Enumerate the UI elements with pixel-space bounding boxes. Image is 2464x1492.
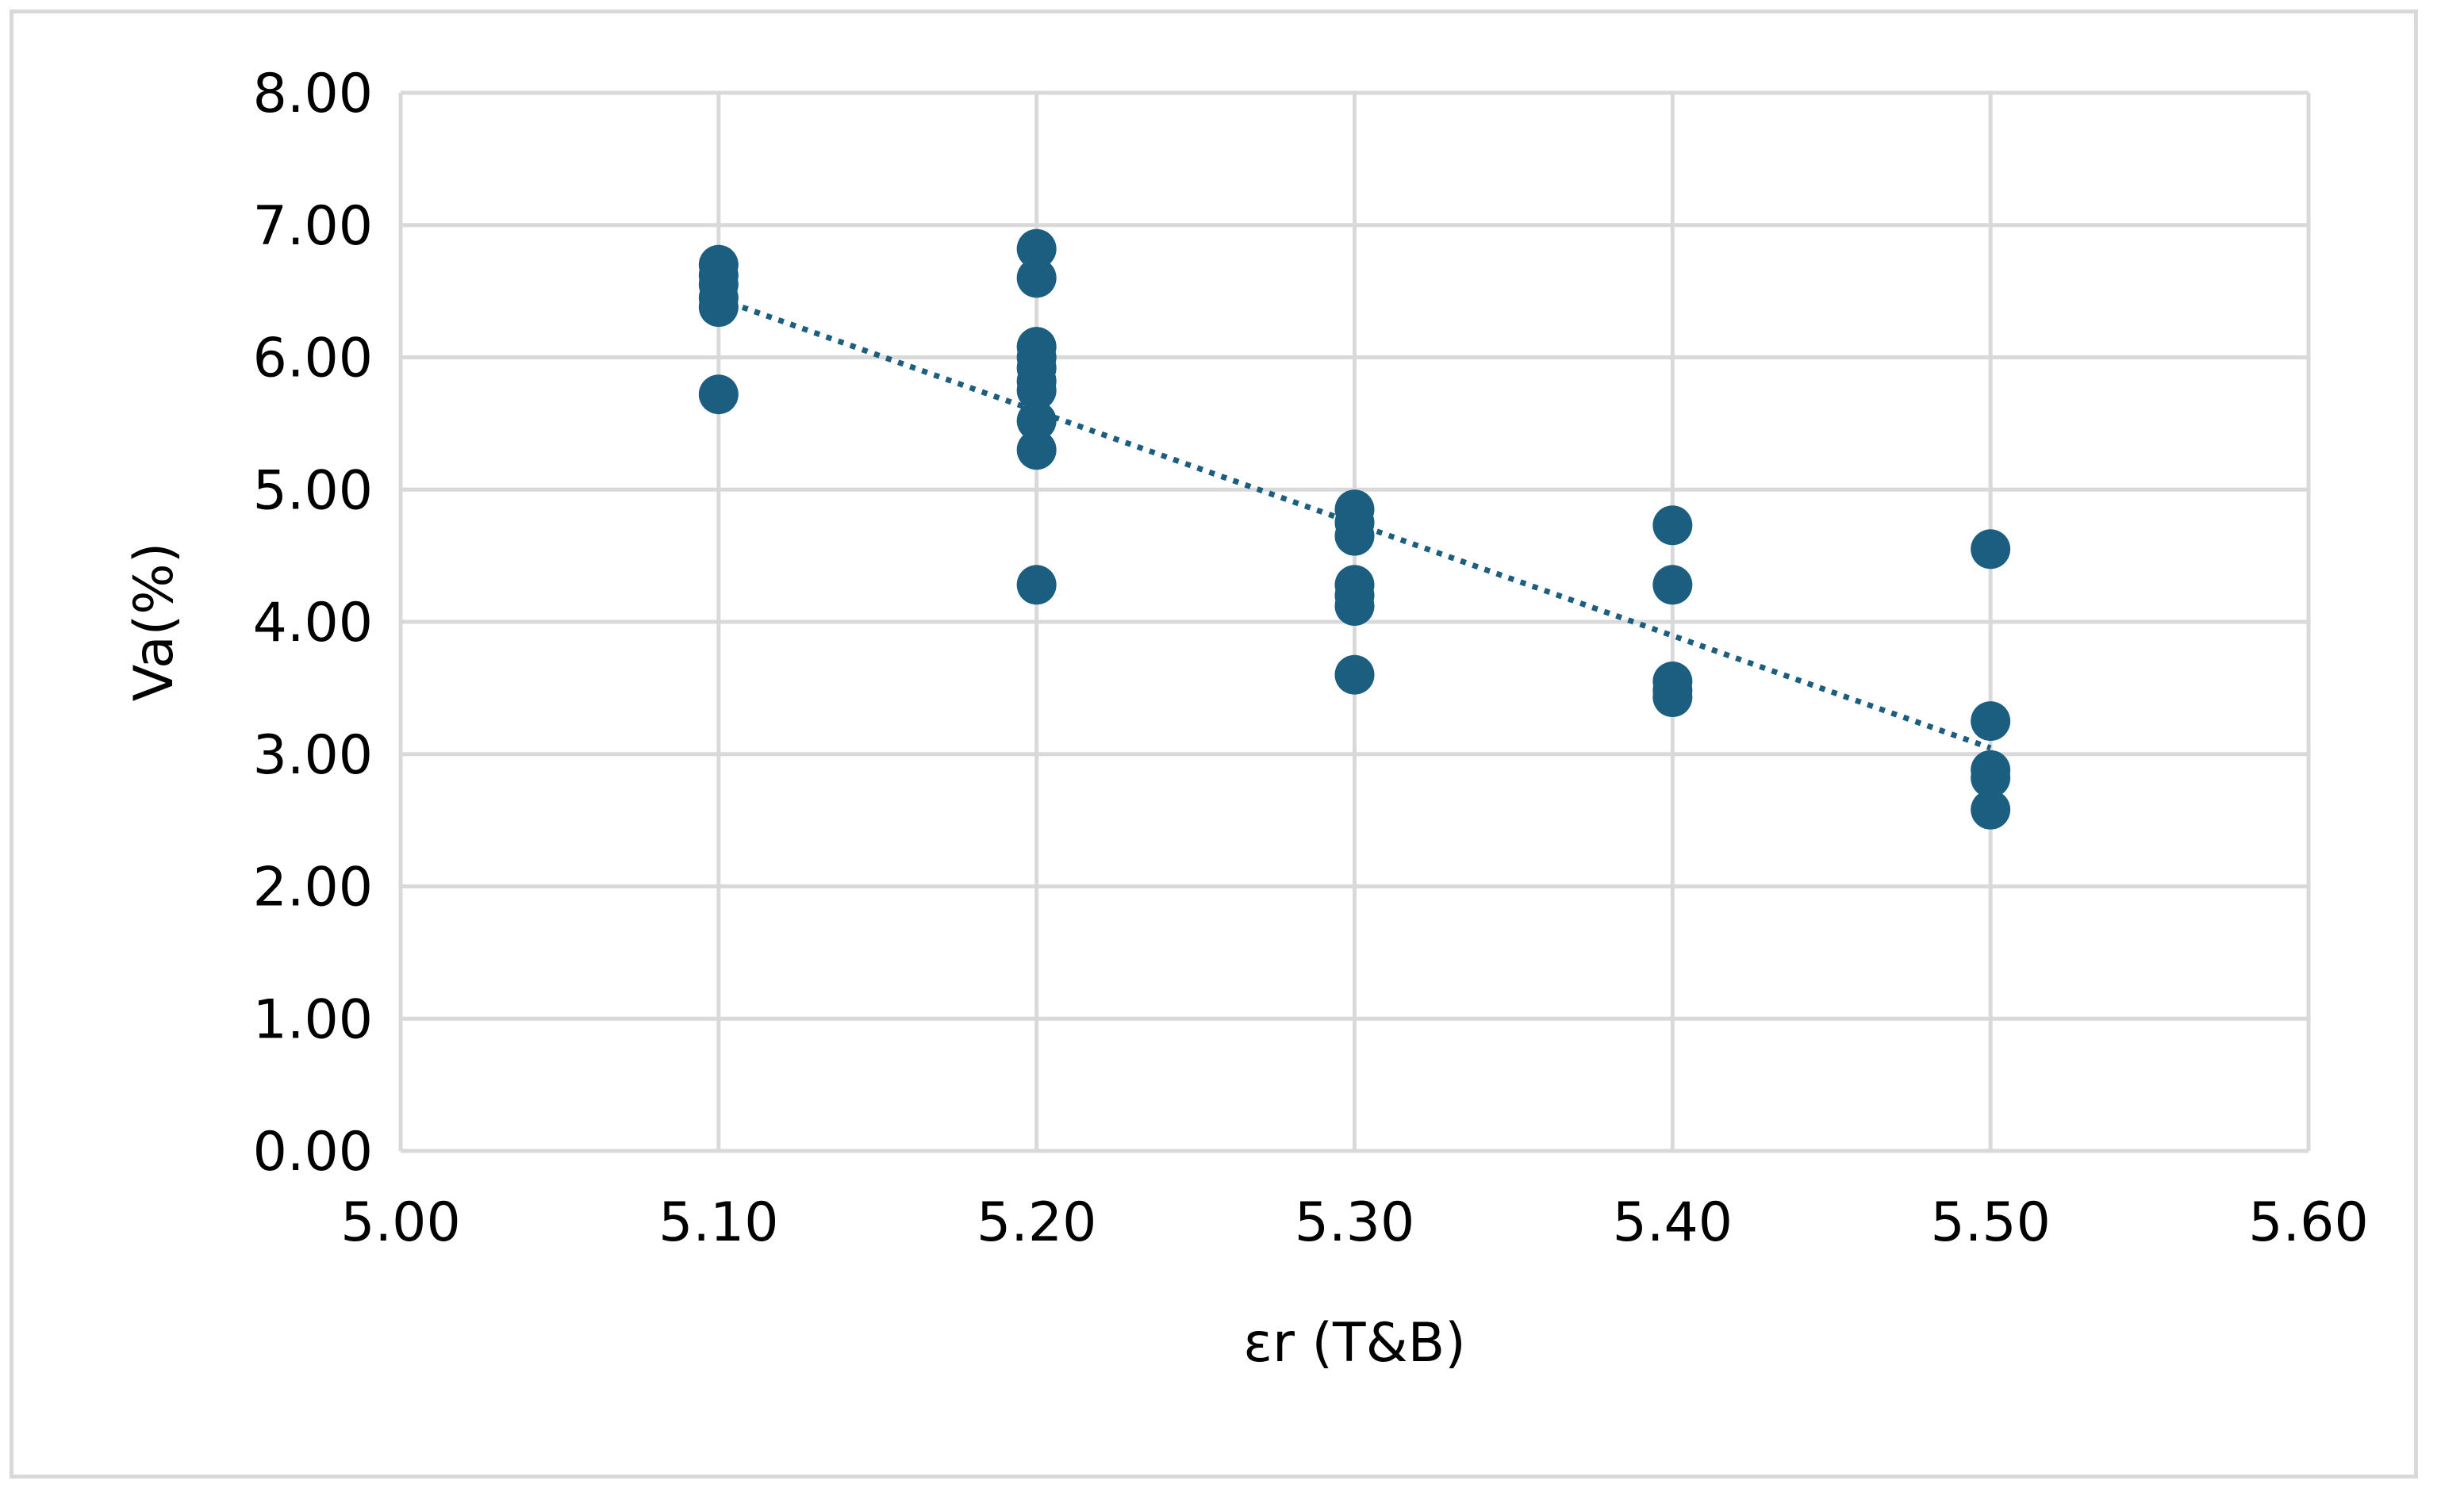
point-layer xyxy=(698,228,2011,830)
data-point xyxy=(1016,370,1057,411)
tick-layer: 0.00 1.00 2.00 3.00 4.00 5.00 6.00 7.00 8.00 5.00… xyxy=(253,63,2369,1254)
data-point xyxy=(1971,529,2011,570)
data-point xyxy=(1016,401,1057,441)
y-tick-label: 1.00 xyxy=(253,988,373,1051)
x-tick-label: 5.60 xyxy=(2248,1191,2368,1254)
scatter-chart: 0.00 1.00 2.00 3.00 4.00 5.00 6.00 7.00 8.00 5.00… xyxy=(123,63,2369,1375)
y-axis-title: Va(%) xyxy=(123,543,186,702)
x-tick-label: 5.30 xyxy=(1295,1191,1414,1254)
x-tick-label: 5.20 xyxy=(977,1191,1096,1254)
data-point xyxy=(1652,505,1693,546)
x-tick-label: 5.00 xyxy=(340,1191,460,1254)
data-point xyxy=(1971,789,2011,830)
x-tick-label: 5.50 xyxy=(1930,1191,2050,1254)
data-point xyxy=(698,374,739,415)
chart-frame: 0.00 1.00 2.00 3.00 4.00 5.00 6.00 7.00 8.00 5.00… xyxy=(10,10,2418,1479)
data-point xyxy=(1971,758,2011,798)
data-point xyxy=(1016,565,1057,605)
x-axis-title: εr (T&B) xyxy=(1243,1312,1466,1375)
data-point xyxy=(1652,677,1693,718)
x-tick-label: 5.40 xyxy=(1613,1191,1733,1254)
y-tick-label: 2.00 xyxy=(253,857,373,919)
y-tick-label: 6.00 xyxy=(253,328,373,390)
data-point xyxy=(1016,430,1057,470)
data-point xyxy=(1971,701,2011,742)
data-point xyxy=(1652,565,1693,605)
data-point xyxy=(1016,258,1057,298)
y-tick-label: 5.00 xyxy=(253,459,373,522)
y-tick-label: 3.00 xyxy=(253,724,373,787)
data-point xyxy=(1334,585,1375,626)
data-point xyxy=(1016,228,1057,269)
y-tick-label: 4.00 xyxy=(253,592,373,654)
y-tick-label: 8.00 xyxy=(253,63,373,125)
data-point xyxy=(698,287,739,328)
y-tick-label: 7.00 xyxy=(253,195,373,258)
data-point xyxy=(1334,516,1375,556)
y-tick-label: 0.00 xyxy=(253,1121,373,1183)
data-point xyxy=(1334,654,1375,695)
x-tick-label: 5.10 xyxy=(658,1191,778,1254)
